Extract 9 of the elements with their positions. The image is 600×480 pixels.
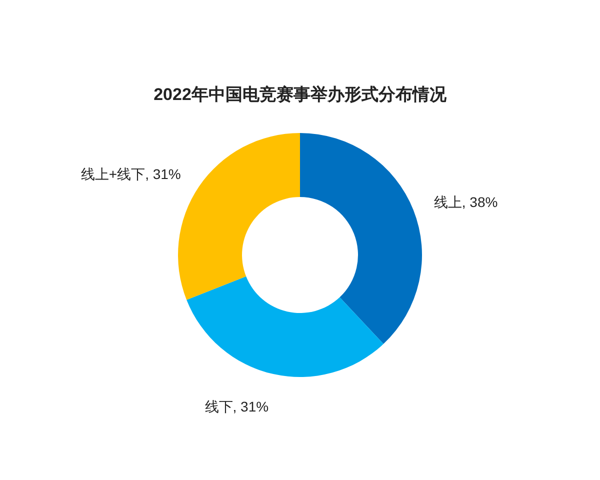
donut-slice: [186, 276, 384, 377]
donut-slice: [300, 133, 422, 344]
slice-label: 线下: [204, 398, 233, 415]
data-label: , 31%: [145, 166, 181, 182]
chart-title: 2022年中国电竞赛事举办形式分布情况: [154, 85, 448, 104]
data-label: , 31%: [232, 398, 269, 415]
data-label: , 38%: [462, 194, 498, 210]
slice-label: 线上: [434, 194, 462, 210]
slice-label: 线上+线下: [80, 166, 146, 182]
